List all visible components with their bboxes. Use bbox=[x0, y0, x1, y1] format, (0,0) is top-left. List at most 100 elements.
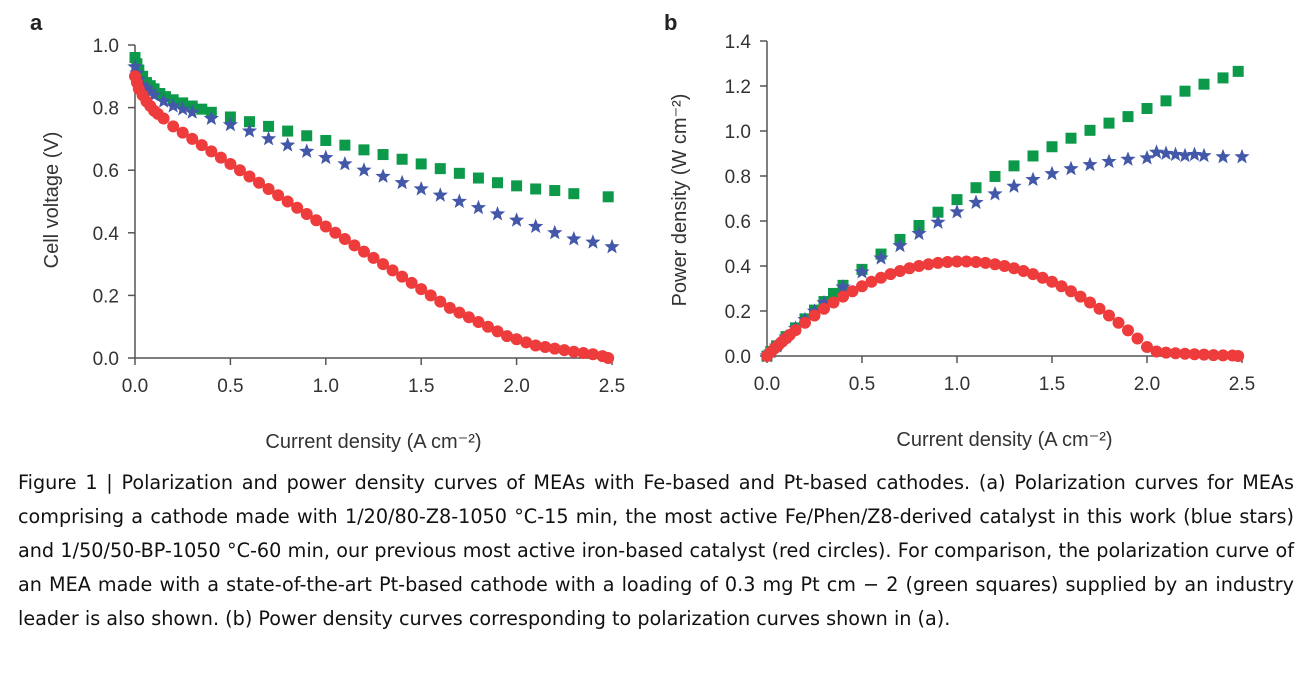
square-data-point bbox=[472, 172, 484, 184]
square-data-point bbox=[530, 183, 542, 195]
square-data-point bbox=[1141, 103, 1153, 114]
circle-data-point bbox=[1217, 349, 1229, 362]
circle-data-point bbox=[357, 245, 370, 258]
square-data-point bbox=[358, 144, 370, 156]
circle-data-point bbox=[434, 295, 447, 308]
square-data-point bbox=[263, 120, 275, 132]
circle-data-point bbox=[970, 255, 982, 268]
y-tick-label: 0.0 bbox=[93, 349, 119, 370]
circle-data-point bbox=[884, 268, 897, 281]
circle-data-point bbox=[481, 320, 494, 333]
circle-data-point bbox=[1027, 268, 1039, 281]
y-tick-label: 0.2 bbox=[725, 302, 751, 323]
circle-data-point bbox=[205, 145, 218, 158]
star-data-point bbox=[356, 162, 372, 177]
star-data-point bbox=[241, 123, 258, 138]
circle-data-point bbox=[233, 164, 246, 177]
star-data-point bbox=[1120, 151, 1136, 166]
circle-data-point bbox=[1207, 349, 1220, 362]
circle-data-point bbox=[262, 182, 275, 195]
circle-series bbox=[129, 70, 615, 364]
circle-data-point bbox=[548, 342, 561, 355]
star-data-point bbox=[930, 214, 946, 229]
square-data-point bbox=[1160, 95, 1172, 107]
star-data-point bbox=[413, 180, 429, 196]
circle-data-point bbox=[472, 316, 485, 329]
x-tick-label: 0.0 bbox=[754, 374, 780, 395]
circle-data-point bbox=[1112, 316, 1125, 329]
circle-data-point bbox=[214, 151, 227, 164]
circle-data-point bbox=[338, 233, 351, 246]
star-data-point bbox=[1101, 153, 1117, 169]
circle-data-point bbox=[567, 345, 580, 358]
circle-data-point bbox=[586, 348, 599, 361]
star-data-point bbox=[987, 186, 1003, 201]
star-data-point bbox=[1167, 146, 1184, 162]
circle-data-point bbox=[348, 239, 361, 252]
square-data-point bbox=[1046, 141, 1058, 153]
star-data-point bbox=[1234, 148, 1250, 164]
square-data-point bbox=[133, 64, 145, 76]
circle-data-point bbox=[253, 176, 266, 189]
circle-data-point bbox=[443, 301, 456, 314]
x-tick-label: 2.0 bbox=[503, 376, 529, 397]
square-data-point bbox=[160, 91, 172, 103]
circle-data-point bbox=[577, 346, 590, 359]
square-data-point bbox=[320, 134, 332, 146]
x-tick-label: 1.0 bbox=[313, 376, 339, 397]
circle-data-point bbox=[913, 260, 925, 272]
star-data-point bbox=[432, 187, 448, 202]
star-data-point bbox=[508, 212, 525, 227]
star-data-point bbox=[547, 224, 563, 240]
circle-data-point bbox=[865, 275, 878, 288]
square-data-point bbox=[282, 125, 294, 137]
star-data-point bbox=[280, 137, 296, 152]
y-tick-label: 0.4 bbox=[93, 224, 120, 245]
circle-data-point bbox=[846, 285, 859, 298]
star-data-point bbox=[1177, 147, 1193, 163]
figure-caption: Figure 1 | Polarization and power densit… bbox=[18, 471, 1294, 630]
square-data-point bbox=[1027, 150, 1039, 162]
x-axis-label: Current density (A cm⁻²) bbox=[265, 431, 481, 453]
square-data-point bbox=[1122, 111, 1134, 123]
circle-data-point bbox=[176, 126, 189, 139]
star-data-point bbox=[1196, 147, 1212, 163]
square-data-point bbox=[137, 70, 149, 82]
square-data-point bbox=[453, 167, 465, 179]
circle-data-point bbox=[1150, 345, 1163, 358]
star-data-point bbox=[1025, 171, 1041, 187]
star-data-point bbox=[375, 168, 391, 183]
y-tick-label: 0.6 bbox=[93, 161, 119, 182]
y-tick-label: 0.4 bbox=[725, 257, 752, 278]
circle-data-point bbox=[789, 324, 802, 337]
circle-data-point bbox=[1232, 350, 1245, 362]
circle-data-point bbox=[520, 336, 533, 349]
star-series bbox=[127, 58, 620, 254]
y-tick-label: 0.8 bbox=[93, 99, 119, 120]
circle-data-point bbox=[951, 255, 963, 268]
circle-series bbox=[761, 255, 1245, 362]
star-data-point bbox=[489, 206, 506, 221]
circle-data-point bbox=[367, 251, 380, 264]
square-data-point bbox=[434, 163, 446, 175]
circle-data-point bbox=[415, 283, 428, 296]
star-data-point bbox=[566, 231, 582, 246]
star-data-point bbox=[1158, 145, 1174, 160]
x-tick-label: 1.5 bbox=[408, 376, 434, 397]
star-data-point bbox=[1215, 148, 1231, 164]
circle-data-point bbox=[558, 344, 571, 357]
circle-data-point bbox=[291, 201, 304, 214]
x-tick-label: 0.0 bbox=[122, 376, 148, 397]
square-data-point bbox=[913, 220, 925, 231]
star-data-point bbox=[337, 155, 353, 171]
star-data-point bbox=[451, 193, 467, 208]
circle-data-point bbox=[453, 306, 466, 319]
circle-data-point bbox=[529, 339, 542, 352]
circle-data-point bbox=[329, 226, 342, 239]
star-data-point bbox=[1186, 146, 1203, 162]
y-axis-label: Power density (W cm⁻²) bbox=[669, 94, 691, 307]
circle-data-point bbox=[998, 260, 1011, 272]
square-data-point bbox=[243, 116, 255, 128]
x-tick-label: 2.5 bbox=[599, 376, 625, 397]
star-data-point bbox=[318, 149, 334, 165]
